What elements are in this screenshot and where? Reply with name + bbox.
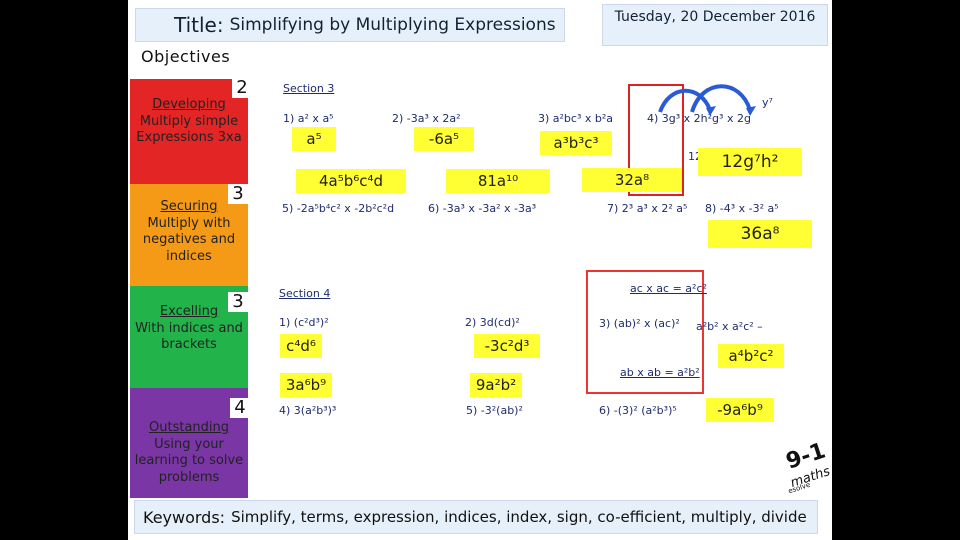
section3-question: 8) -4³ x -3² a⁵ bbox=[705, 202, 779, 215]
answer-box: 32a⁸ bbox=[582, 168, 682, 192]
section3-question: 7) 2³ a³ x 2² a⁵ bbox=[607, 202, 688, 215]
level-badge: 3 bbox=[228, 292, 248, 312]
answer-box: 81a¹⁰ bbox=[446, 169, 550, 193]
date-box: Tuesday, 20 December 2016 bbox=[602, 4, 828, 46]
answer-box: 3a⁶b⁹ bbox=[280, 373, 332, 397]
section3-question: 3) a²bc³ x b²a bbox=[538, 112, 614, 125]
level-head: Securing bbox=[160, 199, 218, 214]
answer-box: 4a⁵b⁶c⁴d bbox=[296, 169, 406, 193]
answer-box: a⁵ bbox=[292, 127, 336, 151]
level-text: Multiply simple Expressions 3xa bbox=[136, 113, 242, 146]
level-head: Outstanding bbox=[149, 420, 229, 435]
title-label: Title: bbox=[174, 13, 224, 37]
section4-hint: ab x ab = a²b² bbox=[620, 366, 700, 379]
maths-logo: 9-1 maths esolve bbox=[778, 438, 838, 498]
level-head: Developing bbox=[152, 97, 226, 112]
keywords-label: Keywords: bbox=[143, 507, 226, 527]
section3-question: 1) a² x a⁵ bbox=[283, 112, 334, 125]
level-text: With indices and brackets bbox=[135, 320, 243, 353]
level-badge: 2 bbox=[232, 78, 252, 98]
level-developing: Developing Multiply simple Expressions 3… bbox=[130, 79, 248, 184]
level-text: Using your learning to solve problems bbox=[134, 436, 244, 485]
answer-box: -3c²d³ bbox=[474, 334, 540, 358]
section4-question: 3) (ab)² x (ac)² bbox=[599, 317, 680, 330]
section4-hint: ac x ac = a²c² bbox=[630, 282, 707, 295]
answer-box: a³b³c³ bbox=[540, 131, 612, 155]
section4-question: 1) (c²d³)² bbox=[279, 316, 329, 329]
section4-question: 2) 3d(cd)² bbox=[465, 316, 520, 329]
level-badge: 3 bbox=[228, 184, 248, 204]
keywords-text: Simplify, terms, expression, indices, in… bbox=[231, 508, 807, 526]
level-head: Excelling bbox=[159, 304, 219, 319]
objectives-heading: Objectives bbox=[141, 47, 231, 66]
title-bar: Title: Simplifying by Multiplying Expres… bbox=[135, 8, 565, 42]
answer-box: -9a⁶b⁹ bbox=[706, 398, 774, 422]
section3-question: 5) -2a⁵b⁴c² x -2b²c²d bbox=[282, 202, 395, 215]
section3-question: 2) -3a³ x 2a² bbox=[392, 112, 461, 125]
answer-box: 12g⁷h² bbox=[698, 148, 802, 176]
answer-box: 9a²b² bbox=[470, 373, 522, 397]
title-text: Simplifying by Multiplying Expressions bbox=[229, 15, 556, 35]
section4-question: 6) -(3)² (a²b³)⁵ bbox=[599, 404, 677, 417]
section3-question: 4) 3g³ x 2h²g³ x 2g bbox=[647, 112, 751, 125]
section4-hint: a²b² x a²c² – bbox=[696, 320, 763, 333]
section4-question: 4) 3(a²b³)³ bbox=[279, 404, 337, 417]
arrows-icon bbox=[658, 84, 756, 116]
answer-box: 36a⁸ bbox=[708, 220, 812, 248]
level-text: Multiply with negatives and indices bbox=[142, 215, 236, 264]
section3-question: 6) -3a³ x -3a² x -3a³ bbox=[428, 202, 537, 215]
answer-box: -6a⁵ bbox=[414, 127, 474, 151]
section4-heading: Section 4 bbox=[279, 287, 331, 300]
level-outstanding: Outstanding Using your learning to solve… bbox=[130, 388, 248, 498]
answer-box: c⁴d⁶ bbox=[280, 334, 322, 358]
section3-heading: Section 3 bbox=[283, 82, 335, 95]
keywords-bar: Keywords: Simplify, terms, expression, i… bbox=[134, 500, 818, 534]
level-badge: 4 bbox=[230, 398, 250, 418]
highlight-box bbox=[586, 270, 704, 394]
section3-note: y⁷ bbox=[762, 96, 773, 109]
section4-question: 5) -3²(ab)² bbox=[466, 404, 523, 417]
highlight-box bbox=[628, 84, 684, 196]
date-text: Tuesday, 20 December 2016 bbox=[614, 9, 816, 25]
answer-box: a⁴b²c² bbox=[718, 344, 784, 368]
